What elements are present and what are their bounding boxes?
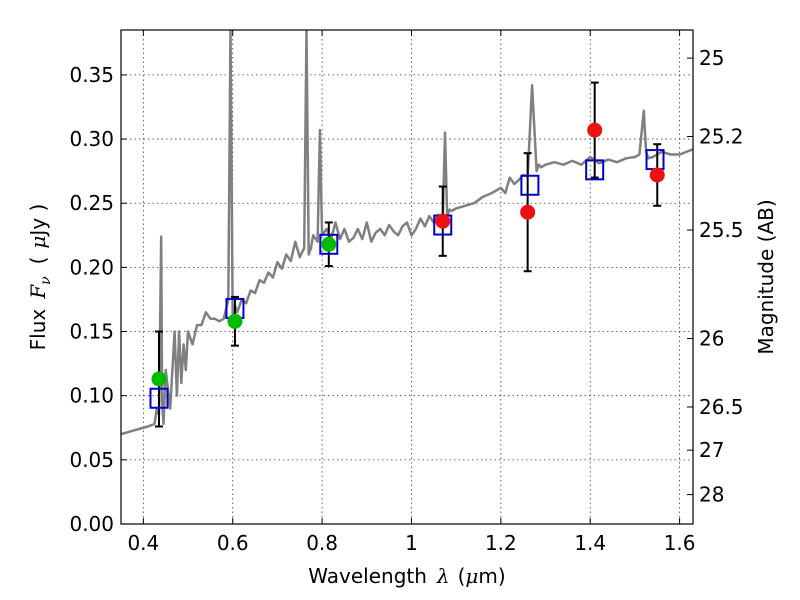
x-tick-label: 1 <box>405 531 418 555</box>
x-axis-label-mu: μ <box>465 564 478 588</box>
photometry-point <box>520 204 536 220</box>
x-axis-label-lambda: λ <box>436 564 450 588</box>
spectrum-line <box>121 30 693 436</box>
y-tick-label: 0.25 <box>69 191 114 215</box>
y2-tick-label: 25.5 <box>699 218 744 242</box>
y-tick-label: 0.10 <box>69 384 114 408</box>
y2-tick-label: 28 <box>699 483 724 507</box>
photometry-point <box>321 236 337 252</box>
x-axis-label-unit: m) <box>478 564 505 588</box>
tick-layer: 0.4 0.6 0.8 1 1.2 1.4 1.6 0.00 0.05 0.10 0.15 0.20 0… <box>69 30 744 555</box>
model-photometry-marker <box>520 174 540 196</box>
y2-axis-label: Magnitude (AB) <box>754 199 778 354</box>
grid <box>121 30 693 525</box>
x-tick-label: 0.8 <box>306 531 338 555</box>
y2-tick-label: 25 <box>699 46 724 70</box>
y2-tick-label: 26.5 <box>699 395 744 419</box>
model-photometry-marker <box>319 233 339 255</box>
y-axis-label-mu: μ <box>26 236 50 249</box>
y-tick-label: 0.20 <box>69 255 114 279</box>
y-axis-label-f: F <box>26 284 50 300</box>
x-tick-label: 0.6 <box>217 531 249 555</box>
y-tick-label: 0.15 <box>69 320 114 344</box>
photometry-point <box>435 213 451 229</box>
y-tick-label: 0.00 <box>69 512 114 536</box>
photometry-point <box>151 371 167 387</box>
photometry-point <box>649 167 665 183</box>
x-axis-label: Wavelength λ (μm) <box>308 564 505 588</box>
spectrum-layer <box>121 30 693 436</box>
y2-tick-label: 27 <box>699 438 724 462</box>
y-tick-label: 0.30 <box>69 127 114 151</box>
y-axis-label: Flux Fν ( μJy ) <box>26 204 54 351</box>
y-axis-label-open: ( <box>26 257 50 265</box>
y-axis-label-nu: ν <box>38 276 54 285</box>
x-tick-label: 1.2 <box>485 531 517 555</box>
x-tick-label: 1.6 <box>664 531 696 555</box>
x-tick-label: 0.4 <box>127 531 159 555</box>
y-tick-label: 0.05 <box>69 448 114 472</box>
photometry-point <box>587 122 603 138</box>
model-photometry-marker <box>585 159 605 181</box>
y2-tick-label: 25.2 <box>699 124 744 148</box>
y-tick-label: 0.35 <box>69 63 114 87</box>
marker-layer <box>149 122 665 409</box>
x-tick-label: 1.4 <box>574 531 606 555</box>
x-axis-label-word: Wavelength <box>308 564 427 588</box>
y2-tick-label: 26 <box>699 327 724 351</box>
y-axis-label-unit: Jy ) <box>26 204 50 238</box>
x-axis-label-open: ( <box>458 564 466 588</box>
model-photometry-marker <box>149 387 169 409</box>
y-axis-label-word: Flux <box>26 309 50 351</box>
plot-frame <box>120 29 694 525</box>
photometry-point <box>227 313 243 329</box>
